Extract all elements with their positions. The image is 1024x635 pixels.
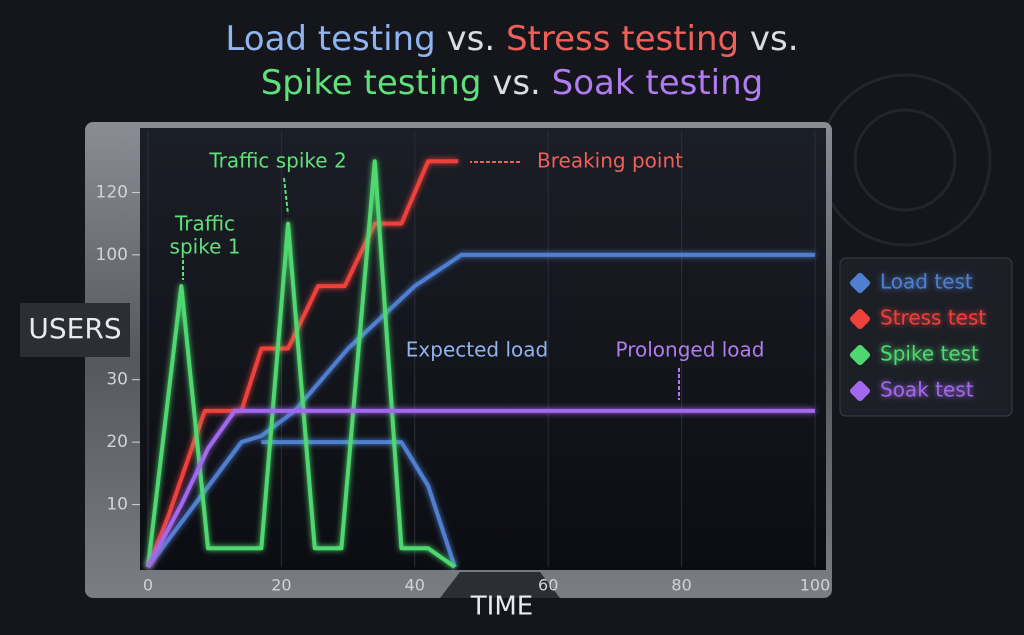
decor: [853, 108, 957, 212]
legend-swatch: [849, 308, 871, 330]
legend-label: Soak test: [880, 378, 974, 402]
legend-label: Stress test: [880, 306, 986, 330]
annotation: Traffic: [174, 212, 235, 236]
x-tick-label: 0: [143, 576, 153, 595]
x-tick-label: 20: [271, 576, 291, 595]
legend-swatch: [849, 272, 871, 294]
x-label-notch: [440, 572, 560, 598]
title-part: Soak testing: [552, 63, 764, 103]
title-part: vs.: [481, 63, 551, 103]
title-part: Load testing: [225, 19, 435, 59]
y-tick-label: 10: [106, 495, 128, 515]
series-line: [146, 408, 815, 568]
y-tick-label: 100: [96, 245, 128, 265]
chart-title: Load testing vs. Stress testing vs.: [225, 19, 798, 59]
title-part: Spike testing: [261, 63, 482, 103]
annotation: Prolonged load: [616, 338, 765, 362]
title-part: Stress testing: [506, 19, 739, 59]
legend-label: Load test: [880, 270, 973, 294]
x-axis-label: TIME: [470, 592, 533, 622]
legend-swatch: [849, 344, 871, 366]
x-tick-label: 60: [538, 576, 558, 595]
plot-area: [140, 128, 826, 570]
x-tick-label: 100: [800, 576, 831, 595]
x-tick-label: 40: [405, 576, 425, 595]
annotation: Breaking point: [537, 149, 683, 173]
legend-label: Spike test: [880, 342, 979, 366]
y-label-box: [20, 303, 130, 357]
annotation: spike 1: [170, 235, 241, 259]
y-tick-label: 30: [106, 370, 128, 390]
y-tick-label: 20: [106, 432, 128, 452]
series-line: [146, 159, 459, 568]
series-line: [146, 159, 456, 569]
decor: [818, 73, 992, 247]
arrow: [283, 177, 289, 215]
y-tick-label: 120: [96, 182, 128, 202]
title-part: vs.: [739, 19, 798, 59]
annotation: Traffic spike 2: [208, 149, 346, 173]
series-line: [146, 252, 815, 569]
x-tick-label: 80: [671, 576, 691, 595]
y-axis-label: USERS: [28, 312, 121, 345]
legend-swatch: [849, 380, 871, 402]
chart-title: Spike testing vs. Soak testing: [261, 63, 764, 103]
annotation: Expected load: [406, 338, 548, 362]
legend: [839, 257, 1013, 417]
title-part: vs.: [436, 19, 506, 59]
